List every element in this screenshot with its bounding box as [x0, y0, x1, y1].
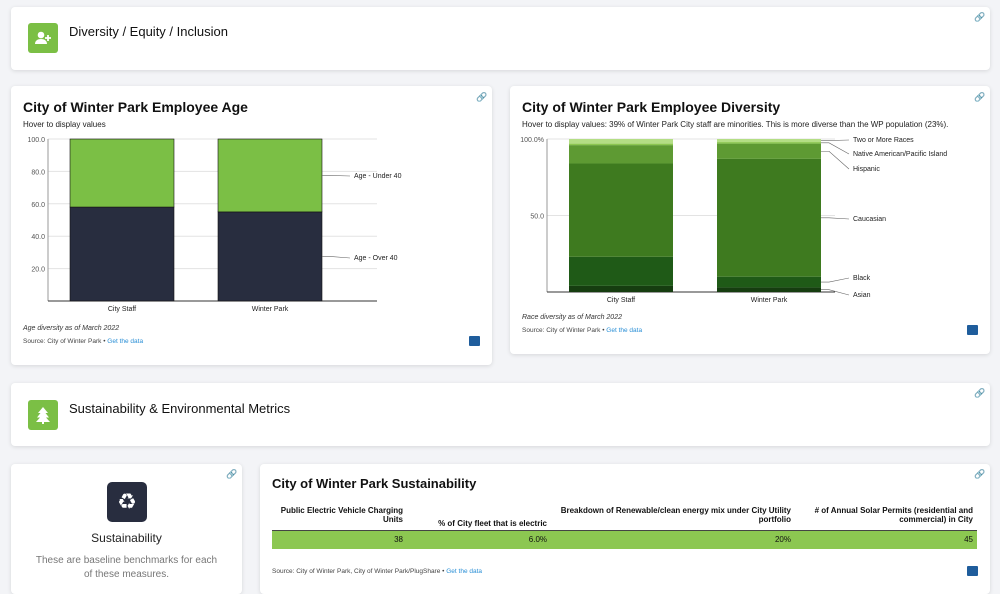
chart-subtitle: Hover to display values: 39% of Winter P…: [522, 120, 949, 129]
link-icon[interactable]: 🔗: [974, 388, 986, 398]
get-data-link[interactable]: Get the data: [107, 338, 144, 345]
table-header: % of City fleet that is electric: [438, 518, 547, 528]
y-tick-label: 100.0%: [520, 137, 544, 144]
add-user-icon: [28, 23, 58, 53]
bar-segment: [717, 142, 821, 144]
x-tick-label: Winter Park: [751, 297, 788, 304]
section-title: Diversity / Equity / Inclusion: [69, 24, 228, 39]
legend-leader: [322, 256, 351, 259]
bar-segment: [717, 287, 821, 292]
chart-note: Race diversity as of March 2022: [522, 314, 622, 321]
series-label: Black: [853, 275, 871, 282]
series-label: Native American/Pacific Island: [853, 151, 947, 158]
link-icon[interactable]: 🔗: [226, 469, 238, 479]
chart-icon[interactable]: [967, 325, 978, 335]
legend-leader: [821, 142, 850, 155]
chart-source: Source: City of Winter Park • Get the da…: [522, 327, 643, 334]
legend-leader: [821, 289, 850, 296]
bar-segment: [717, 276, 821, 288]
bar-segment: [569, 285, 673, 292]
bar-segment: [717, 139, 821, 143]
x-tick-label: Winter Park: [252, 306, 289, 313]
legend-leader: [821, 217, 850, 220]
bar-segment: [217, 211, 323, 302]
table-header: # of Annual Solar Permits (residential a…: [814, 506, 973, 524]
diversity-chart-card: 🔗 City of Winter Park Employee Diversity…: [510, 86, 990, 354]
bar-segment: [217, 138, 323, 213]
table-cell: 20%: [774, 535, 791, 545]
section-title: Sustainability & Environmental Metrics: [69, 401, 291, 416]
series-label: Age - Over 40: [354, 255, 398, 262]
table-header: Public Electric Vehicle Charging Units: [280, 506, 403, 524]
diversity-chart: 50.0 100.0% City Staff Winter Park Asian Blac…: [520, 137, 947, 304]
bar-segment: [569, 139, 673, 144]
chart-title: City of Winter Park Employee Age: [23, 99, 248, 115]
table-header: Breakdown of Renewable/clean energy mix …: [560, 506, 791, 524]
chart-title: City of Winter Park Employee Diversity: [522, 99, 781, 115]
age-chart-card: 🔗 City of Winter Park Employee Age Hover…: [11, 86, 492, 365]
y-tick-label: 50.0: [530, 214, 544, 221]
y-tick-label: 20.0: [31, 267, 45, 274]
sustainability-table-card: 🔗 City of Winter Park Sustainability Pub…: [260, 464, 990, 594]
series-label: Age - Under 40: [354, 173, 402, 180]
legend-leader: [322, 175, 351, 177]
y-tick-label: 60.0: [31, 202, 45, 209]
series-label: Caucasian: [853, 216, 886, 223]
x-tick-label: City Staff: [607, 297, 635, 304]
chart-icon[interactable]: [967, 566, 978, 576]
legend-leader: [821, 277, 850, 283]
bar-segment: [569, 145, 673, 164]
link-icon[interactable]: 🔗: [974, 92, 986, 102]
bar-segment: [69, 138, 175, 208]
get-data-link[interactable]: Get the data: [446, 568, 483, 575]
table-cell: 38: [394, 535, 403, 545]
section-header-dei: Diversity / Equity / Inclusion 🔗: [11, 7, 990, 70]
series-label: Asian: [853, 292, 871, 299]
legend-leader: [821, 150, 850, 170]
table-source: Source: City of Winter Park, City of Win…: [272, 568, 483, 575]
get-data-link[interactable]: Get the data: [606, 327, 643, 334]
series-label: Two or More Races: [853, 137, 914, 144]
source-text: Source: City of Winter Park, City of Win…: [272, 568, 441, 575]
bar-segment: [569, 143, 673, 146]
sustainability-title: Sustainability: [91, 531, 162, 545]
link-icon[interactable]: 🔗: [974, 469, 986, 479]
link-icon[interactable]: 🔗: [974, 12, 986, 22]
y-tick-label: 100.0: [27, 137, 45, 144]
source-text: Source: City of Winter Park: [23, 338, 102, 345]
chart-subtitle: Hover to display values: [23, 120, 106, 129]
y-tick-label: 40.0: [31, 234, 45, 241]
source-text: Source: City of Winter Park: [522, 327, 601, 334]
y-tick-label: 80.0: [31, 169, 45, 176]
bar-segment: [569, 163, 673, 257]
link-icon[interactable]: 🔗: [476, 92, 488, 102]
x-tick-label: City Staff: [108, 306, 136, 313]
chart-note: Age diversity as of March 2022: [23, 325, 120, 332]
age-chart: 20.0 40.0 60.0 80.0 100.0 City Staff Winter Pa…: [27, 137, 402, 313]
sustainability-desc: These are baseline benchmarks for each o…: [35, 555, 218, 580]
sustainability-table: Public Electric Vehicle Charging Units %…: [272, 504, 977, 549]
bar-segment: [569, 256, 673, 286]
table-title: City of Winter Park Sustainability: [272, 476, 477, 491]
series-label: Hispanic: [853, 166, 880, 173]
tree-icon: [28, 400, 58, 430]
table-row: 38 6.0% 20% 45: [272, 530, 977, 549]
bar-segment: [717, 143, 821, 159]
section-header-sustainability: Sustainability & Environmental Metrics 🔗: [11, 383, 990, 446]
bar-segment: [69, 206, 175, 302]
sustainability-card: 🔗 ♻ Sustainability These are baseline be…: [11, 464, 242, 594]
chart-source: Source: City of Winter Park • Get the da…: [23, 338, 144, 345]
chart-icon[interactable]: [469, 336, 480, 346]
table-cell: 45: [964, 535, 973, 545]
recycle-icon: ♻: [107, 482, 147, 522]
bar-segment: [717, 158, 821, 277]
legend-leader: [821, 139, 850, 141]
table-cell: 6.0%: [528, 535, 547, 545]
